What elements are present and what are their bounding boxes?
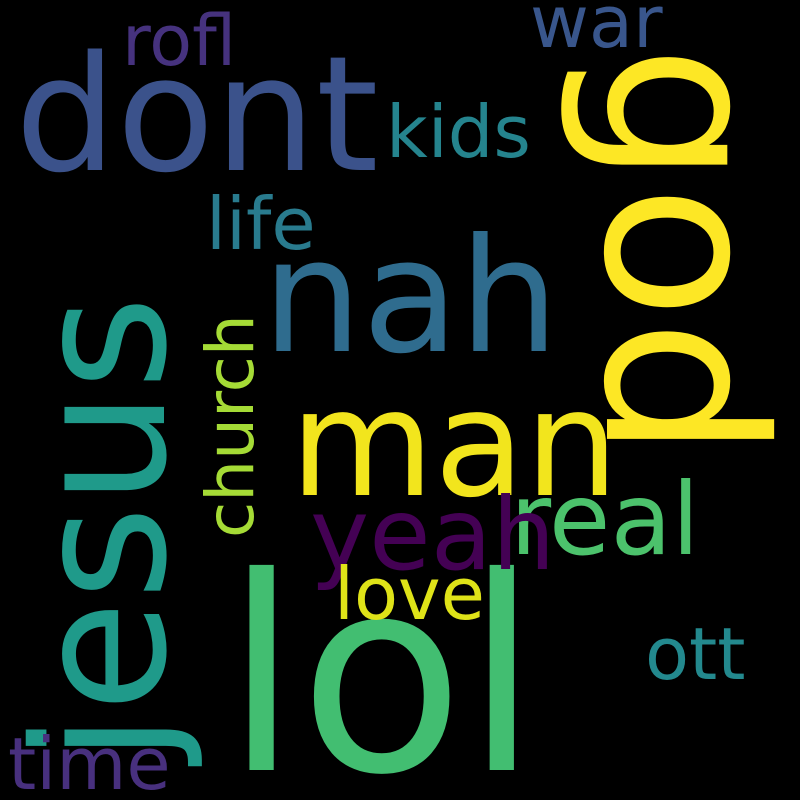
word-nah: nah [262,205,560,389]
word-time: time [8,722,171,800]
word-kids: kids [386,90,531,174]
word-jesus: jesus [0,295,207,763]
word-war: war [530,0,663,64]
word-life: life [206,182,316,266]
word-real: real [510,461,700,578]
word-man: man [290,358,619,530]
word-love: love [334,552,485,636]
word-lol: lol [224,519,540,800]
word-church: church [192,314,269,538]
word-rofl: rofl [122,0,237,82]
word-dont: dont [15,21,379,208]
word-yeah: yeah [310,476,556,593]
word-ott: ott [645,612,746,696]
